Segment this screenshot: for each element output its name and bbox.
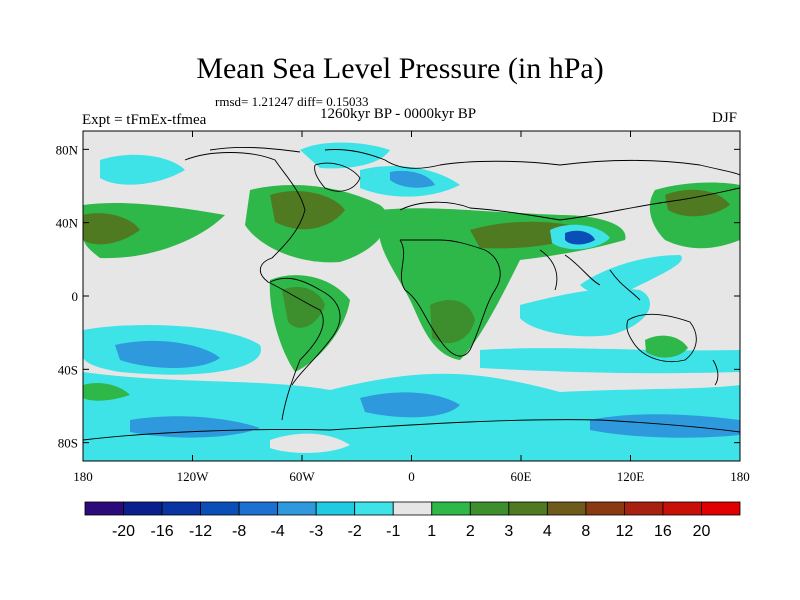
colorbar-swatch (469, 501, 510, 516)
colorbar-swatch (585, 501, 625, 516)
colorbar-swatch (238, 501, 279, 516)
colorbar-label: 20 (693, 523, 711, 540)
lat-label: 80N (56, 142, 79, 157)
lon-label: 180 (730, 469, 750, 484)
south-pacific-low-core (115, 340, 220, 368)
tibet-low-core (565, 230, 595, 245)
colorbar-label: 3 (504, 523, 513, 540)
colorbar-label: 2 (466, 523, 475, 540)
colorbar-swatch (354, 501, 394, 516)
lat-label: 40N (56, 216, 79, 231)
north-pacific-high-core (83, 213, 140, 245)
colorbar: -20 -16 -12 -8 -4 -3 -2 -1 1 2 3 4 8 12 16 20 (84, 501, 741, 540)
colorbar-swatch (84, 501, 124, 516)
lon-label: 180 (73, 469, 93, 484)
axis-ticks: 180 120W 60W 0 60E 120E 180 80N 40N 0 40S 80S (56, 131, 750, 484)
colorbar-label: -12 (189, 523, 212, 540)
lon-label: 60W (289, 469, 315, 484)
anomaly-fields (83, 142, 740, 461)
colorbar-label: -1 (386, 523, 400, 540)
colorbar-swatch (392, 501, 433, 516)
north-pacific-low (100, 154, 185, 185)
west-pacific-low (580, 255, 682, 295)
chart-title: Mean Sea Level Pressure (in hPa) (196, 52, 604, 85)
colorbar-swatch (431, 501, 471, 516)
colorbar-label: -8 (232, 523, 246, 540)
australia-high (645, 335, 688, 358)
colorbar-swatch (161, 501, 201, 516)
lon-label: 120E (617, 469, 645, 484)
lat-label: 80S (58, 436, 78, 451)
experiment-label: Expt = tFmEx-tfmea (82, 112, 207, 128)
stats-label: rmsd= 1.21247 diff= 0.15033 (215, 94, 369, 109)
south-america-high-core (282, 286, 325, 328)
colorbar-label: -20 (112, 523, 135, 540)
colorbar-swatch (701, 501, 741, 516)
colorbar-label: 12 (616, 523, 634, 540)
africa-high-core (430, 300, 475, 344)
colorbar-label: 16 (654, 523, 672, 540)
colorbar-label: -4 (271, 523, 285, 540)
north-atlantic-high-core (270, 190, 345, 230)
arctic-atlantic-low (300, 142, 390, 169)
colorbar-label: 8 (581, 523, 590, 540)
indian-ocean-low (520, 288, 650, 337)
lat-label: 40S (58, 362, 78, 377)
colorbar-swatch (662, 501, 702, 516)
colorbar-swatch (277, 501, 317, 516)
colorbar-label: -2 (348, 523, 362, 540)
colorbar-label: -3 (309, 523, 323, 540)
colorbar-swatch (200, 501, 240, 516)
lon-label: 60E (511, 469, 532, 484)
colorbar-swatch (624, 501, 664, 516)
lat-label: 0 (72, 289, 79, 304)
colorbar-label: 1 (427, 523, 436, 540)
period-label: 1260kyr BP - 0000kyr BP (320, 106, 477, 122)
colorbar-swatch (315, 501, 356, 516)
colorbar-label: -16 (150, 523, 173, 540)
barents-low-core (390, 170, 435, 188)
colorbar-swatch (546, 501, 587, 516)
antarctic-gray (270, 433, 350, 453)
colorbar-swatch (508, 501, 548, 516)
southern-band-core-west (130, 416, 260, 438)
south-indian-low (480, 348, 740, 374)
east-asia-high-core (665, 189, 730, 217)
lon-label: 120W (177, 469, 210, 484)
south-pacific-high-strip (83, 383, 130, 401)
southern-band-core-east (590, 414, 740, 438)
colorbar-swatch (123, 501, 163, 516)
lon-label: 0 (408, 469, 415, 484)
season-label: DJF (712, 110, 738, 126)
colorbar-label: 4 (543, 523, 552, 540)
coastlines (83, 146, 740, 441)
south-atlantic-low-core (360, 392, 460, 418)
